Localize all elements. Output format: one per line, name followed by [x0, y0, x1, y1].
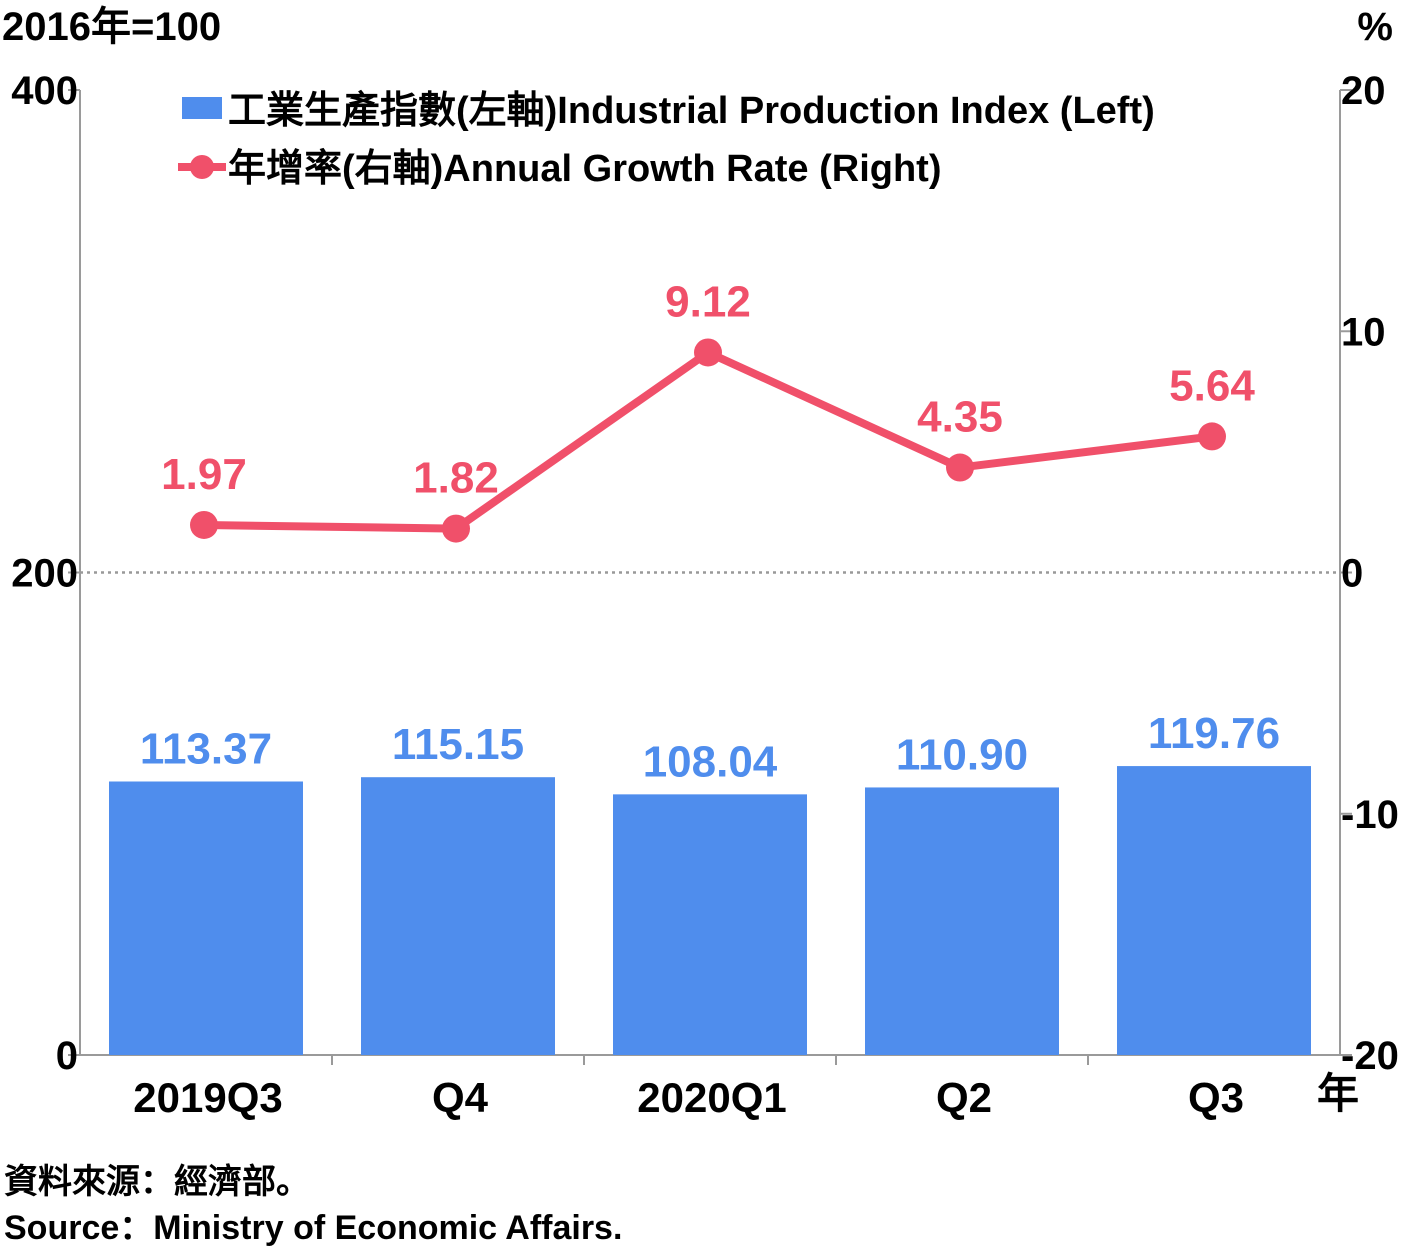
legend-bar-swatch	[182, 97, 222, 119]
x-axis-category-label: Q2	[936, 1074, 992, 1121]
growth-line	[203, 348, 1213, 533]
x-axis-unit: 年	[1317, 1070, 1359, 1117]
bar	[109, 781, 303, 1055]
line-series: 1.97 1.82 9.12 4.35 5.64	[161, 277, 1255, 543]
line-value-label: 5.64	[1169, 361, 1255, 410]
bar	[613, 794, 807, 1055]
bar	[361, 777, 555, 1055]
legend-line-marker	[190, 155, 214, 179]
source-en: Source：Ministry of Economic Affairs.	[4, 1209, 623, 1247]
x-axis-category-label: 2019Q3	[133, 1074, 282, 1121]
bar-value-label: 113.37	[140, 724, 272, 773]
line-point	[1198, 422, 1226, 451]
left-axis-tick-label: 0	[56, 1034, 78, 1078]
left-axis-tick-label: 400	[11, 69, 78, 113]
line-point	[190, 510, 218, 539]
line-value-label: 1.97	[161, 450, 247, 499]
bar	[1117, 766, 1311, 1055]
x-axis-category-label: Q4	[432, 1074, 489, 1121]
line-point	[442, 514, 470, 543]
right-axis-tick-label: 10	[1341, 310, 1386, 354]
legend-line-label: 年增率(右軸)Annual Growth Rate (Right)	[228, 148, 941, 190]
line-value-label: 9.12	[665, 277, 751, 326]
line-point	[694, 338, 722, 367]
bar-value-label: 119.76	[1148, 709, 1280, 758]
right-axis-tick-label: 0	[1341, 552, 1363, 596]
legend-bar-label: 工業生產指數(左軸)Industrial Production Index (L…	[228, 89, 1155, 132]
bar-value-label: 108.04	[643, 737, 778, 786]
line-value-label: 1.82	[413, 454, 499, 503]
legend: 工業生產指數(左軸)Industrial Production Index (L…	[178, 89, 1155, 190]
right-axis-tick-label: -20	[1341, 1034, 1399, 1078]
line-point	[946, 453, 974, 482]
left-axis-tick-label: 200	[11, 552, 78, 596]
bar-series: 113.37 115.15 108.04 110.90 119.76	[109, 709, 1311, 1055]
bar	[865, 787, 1059, 1055]
bar-value-label: 110.90	[896, 730, 1028, 779]
right-axis-tick-label: -10	[1341, 793, 1399, 837]
line-value-label: 4.35	[917, 393, 1003, 442]
x-axis-category-label: 2020Q1	[637, 1074, 786, 1121]
chart: 2016年=100 % 0 200 400 -20 -10 0 10 20 113.37 115…	[2, 5, 1399, 1121]
x-axis-category-label: Q3	[1188, 1074, 1244, 1121]
bar-value-label: 115.15	[392, 720, 524, 769]
left-axis-unit: 2016年=100	[2, 5, 221, 49]
x-axis-labels: 2019Q3 Q4 2020Q1 Q2 Q3	[133, 1074, 1244, 1121]
source-zh: 資料來源：經濟部。	[4, 1163, 310, 1201]
right-axis-unit: %	[1357, 5, 1393, 49]
right-axis-tick-label: 20	[1341, 69, 1386, 113]
